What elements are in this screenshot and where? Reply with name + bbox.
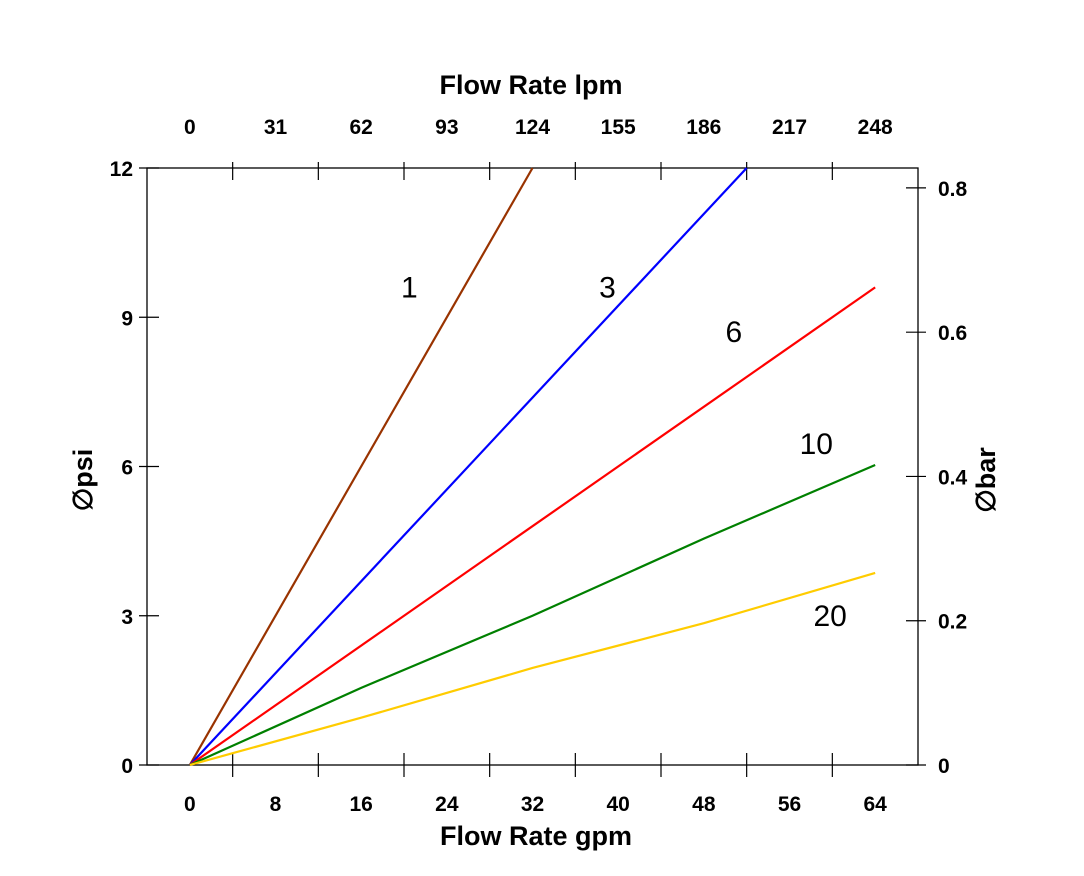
y-tick-label: 0 [121, 755, 133, 778]
x-top-tick-label: 217 [772, 116, 807, 139]
x-top-tick-label: 186 [686, 116, 721, 139]
y2-tick-label: 0.4 [938, 466, 968, 489]
x-top-axis-title: Flow Rate lpm [439, 70, 622, 100]
series-label-10: 10 [800, 428, 833, 461]
series-label-1: 1 [401, 271, 418, 304]
x-top-tick-label: 248 [858, 116, 893, 139]
x-tick-label: 40 [606, 793, 629, 816]
y-tick-label: 9 [121, 307, 133, 330]
y-tick-label: 3 [121, 606, 133, 629]
plot-frame [146, 167, 919, 766]
y-left-axis-title: ∅psi [68, 449, 98, 512]
x-tick-label: 16 [349, 793, 372, 816]
series-line-1 [188, 167, 534, 766]
x-top-tick-label: 62 [349, 116, 372, 139]
x-bottom-axis-title: Flow Rate gpm [440, 821, 632, 851]
x-tick-label: 56 [778, 793, 801, 816]
x-tick-label: 8 [270, 793, 282, 816]
series-line-20 [189, 571, 876, 767]
y2-tick-label: 0.6 [938, 322, 967, 345]
x-top-tick-label: 155 [601, 116, 636, 139]
x-top-tick-label: 31 [264, 116, 288, 139]
y2-tick-label: 0.2 [938, 611, 967, 634]
y2-tick-label: 0 [938, 755, 950, 778]
series-label-3: 3 [599, 271, 616, 304]
series-label-20: 20 [814, 600, 847, 633]
series-label-6: 6 [725, 316, 742, 349]
y-right-axis-title: ∅bar [971, 447, 1001, 513]
x-tick-label: 0 [184, 793, 196, 816]
x-tick-label: 24 [435, 793, 459, 816]
y-tick-label: 6 [121, 457, 133, 480]
y-tick-label: 12 [110, 158, 133, 181]
y2-tick-label: 0.8 [938, 178, 968, 201]
x-tick-label: 48 [692, 793, 716, 816]
x-top-tick-label: 0 [184, 116, 196, 139]
series-line-3 [189, 167, 748, 766]
x-top-tick-label: 93 [435, 116, 458, 139]
series-line-6 [189, 286, 876, 766]
series-line-10 [189, 463, 876, 767]
x-tick-label: 64 [863, 793, 887, 816]
x-tick-label: 32 [521, 793, 544, 816]
x-top-tick-label: 124 [515, 116, 550, 139]
